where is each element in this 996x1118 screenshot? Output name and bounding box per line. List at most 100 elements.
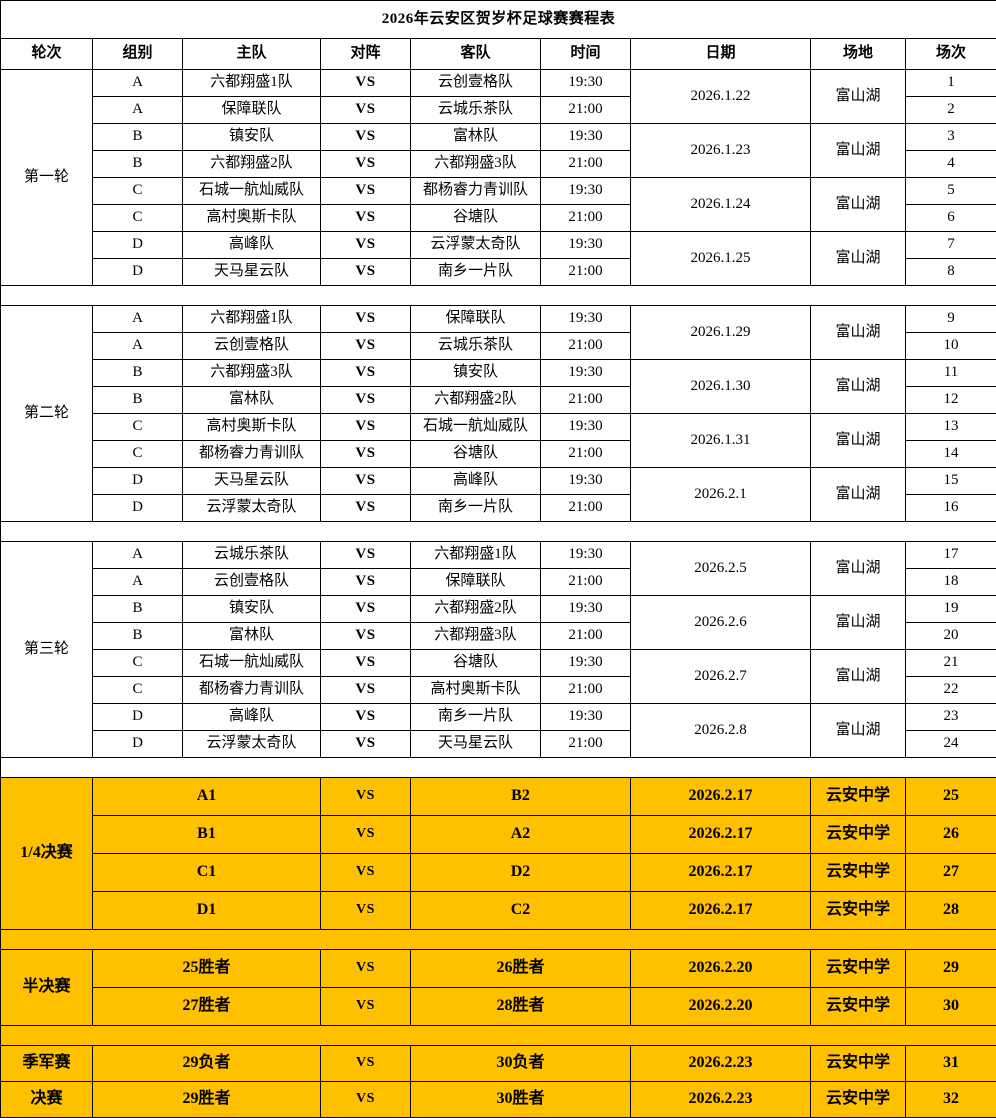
cell-home-team: 都杨睿力青训队 [183, 677, 321, 704]
cell-venue: 富山湖 [811, 232, 906, 286]
round-label: 第一轮 [1, 70, 93, 286]
column-header-venue: 场地 [811, 39, 906, 70]
column-header-group: 组别 [93, 39, 183, 70]
cell-away-team: 谷塘队 [411, 441, 541, 468]
cell-away-team: 云创壹格队 [411, 70, 541, 97]
cell-time: 19:30 [541, 650, 631, 677]
cell-date: 2026.1.31 [631, 414, 811, 468]
cell-away-team: 天马星云队 [411, 731, 541, 758]
cell-group: A [93, 333, 183, 360]
cell-vs: VS [321, 778, 411, 816]
cell-away-team: 保障联队 [411, 306, 541, 333]
cell-vs: VS [321, 596, 411, 623]
cell-date: 2026.2.20 [631, 988, 811, 1026]
column-header-vs: 对阵 [321, 39, 411, 70]
cell-home-team: 富林队 [183, 387, 321, 414]
cell-match-no: 24 [906, 731, 996, 758]
cell-venue: 富山湖 [811, 542, 906, 596]
spacer-row [1, 522, 996, 542]
cell-match-no: 16 [906, 495, 996, 522]
cell-away-team: A2 [411, 816, 631, 854]
cell-away-team: 六都翔盛1队 [411, 542, 541, 569]
cell-home-team: 六都翔盛1队 [183, 306, 321, 333]
cell-home-team: 天马星云队 [183, 259, 321, 286]
cell-venue: 云安中学 [811, 988, 906, 1026]
cell-date: 2026.2.23 [631, 1046, 811, 1082]
cell-time: 21:00 [541, 623, 631, 650]
cell-away-team: 石城一航灿威队 [411, 414, 541, 441]
cell-vs: VS [321, 731, 411, 758]
cell-away-team: 云城乐茶队 [411, 97, 541, 124]
cell-home-team: B1 [93, 816, 321, 854]
cell-home-team: 保障联队 [183, 97, 321, 124]
cell-date: 2026.2.7 [631, 650, 811, 704]
cell-home-team: 石城一航灿威队 [183, 178, 321, 205]
cell-away-team: 28胜者 [411, 988, 631, 1026]
cell-time: 19:30 [541, 360, 631, 387]
cell-group: C [93, 650, 183, 677]
column-header-round: 轮次 [1, 39, 93, 70]
cell-date: 2026.1.30 [631, 360, 811, 414]
cell-time: 19:30 [541, 414, 631, 441]
cell-date: 2026.2.8 [631, 704, 811, 758]
cell-home-team: 高村奥斯卡队 [183, 414, 321, 441]
cell-vs: VS [321, 259, 411, 286]
cell-venue: 云安中学 [811, 1046, 906, 1082]
cell-match-no: 2 [906, 97, 996, 124]
cell-group: D [93, 468, 183, 495]
page-title: 2026年云安区贺岁杯足球赛赛程表 [1, 1, 996, 39]
cell-vs: VS [321, 569, 411, 596]
spacer-row [1, 286, 996, 306]
column-header-date: 日期 [631, 39, 811, 70]
cell-date: 2026.2.1 [631, 468, 811, 522]
cell-vs: VS [321, 387, 411, 414]
cell-home-team: 石城一航灿威队 [183, 650, 321, 677]
cell-time: 21:00 [541, 569, 631, 596]
cell-home-team: 29负者 [93, 1046, 321, 1082]
cell-home-team: 高峰队 [183, 232, 321, 259]
cell-match-no: 13 [906, 414, 996, 441]
cell-match-no: 30 [906, 988, 996, 1026]
cell-venue: 富山湖 [811, 704, 906, 758]
cell-away-team: B2 [411, 778, 631, 816]
cell-date: 2026.2.6 [631, 596, 811, 650]
cell-venue: 云安中学 [811, 1082, 906, 1118]
cell-match-no: 12 [906, 387, 996, 414]
cell-home-team: 29胜者 [93, 1082, 321, 1118]
cell-home-team: 25胜者 [93, 950, 321, 988]
cell-match-no: 31 [906, 1046, 996, 1082]
cell-time: 19:30 [541, 704, 631, 731]
cell-home-team: 云浮蒙太奇队 [183, 495, 321, 522]
cell-venue: 云安中学 [811, 854, 906, 892]
cell-venue: 富山湖 [811, 360, 906, 414]
spacer-cell [1, 286, 996, 306]
cell-away-team: 六都翔盛2队 [411, 596, 541, 623]
cell-away-team: C2 [411, 892, 631, 930]
cell-match-no: 3 [906, 124, 996, 151]
cell-venue: 富山湖 [811, 178, 906, 232]
cell-date: 2026.1.23 [631, 124, 811, 178]
cell-home-team: A1 [93, 778, 321, 816]
cell-home-team: 六都翔盛2队 [183, 151, 321, 178]
cell-group: A [93, 70, 183, 97]
cell-match-no: 7 [906, 232, 996, 259]
knockout-stage-label: 季军赛 [1, 1046, 93, 1082]
cell-date: 2026.2.20 [631, 950, 811, 988]
cell-vs: VS [321, 468, 411, 495]
spacer-cell [1, 522, 996, 542]
cell-group: D [93, 704, 183, 731]
cell-time: 19:30 [541, 542, 631, 569]
cell-match-no: 26 [906, 816, 996, 854]
cell-venue: 富山湖 [811, 414, 906, 468]
cell-group: C [93, 441, 183, 468]
